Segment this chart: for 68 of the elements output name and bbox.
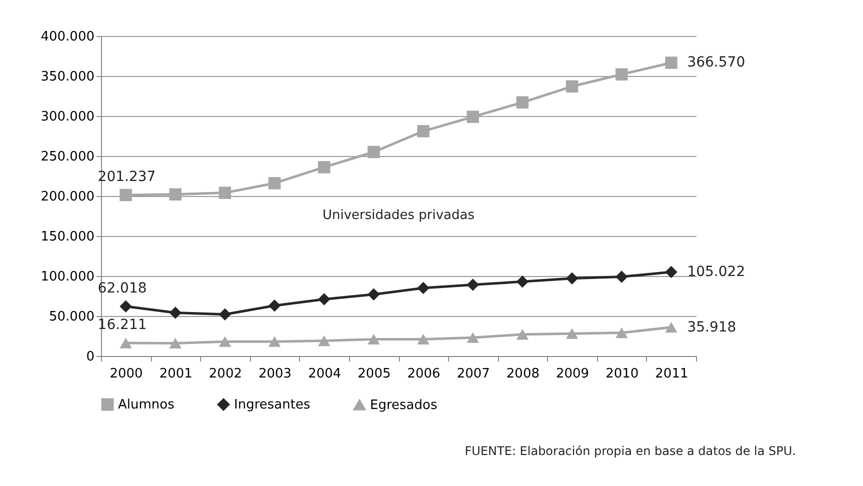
legend-label: Alumnos (118, 398, 175, 413)
point (665, 266, 678, 278)
point (318, 161, 330, 174)
y-tick-label: 100.000 (40, 270, 94, 284)
x-tick-label: 2003 (258, 366, 292, 382)
point (466, 110, 479, 123)
y-tick-label: 150.000 (40, 230, 94, 244)
point (368, 334, 380, 345)
point (218, 308, 232, 321)
point (268, 336, 281, 347)
point (616, 327, 628, 338)
legend-label: Egresados (370, 398, 438, 413)
legend-label: Ingresantes (234, 398, 310, 413)
point (268, 177, 281, 190)
data-label: 35.918 (687, 319, 736, 336)
point (566, 272, 578, 285)
point (318, 293, 330, 306)
y-tick-label: 200.000 (40, 190, 94, 204)
point (268, 299, 281, 312)
source-note: FUENTE: Elaboración propia en base a datos de la SPU. (464, 444, 796, 458)
data-label: 366.570 (687, 54, 746, 71)
point (120, 300, 132, 313)
y-tick-label: 250.000 (40, 150, 94, 164)
data-label: 201.237 (98, 169, 156, 186)
x-tick-label: 2010 (606, 366, 639, 382)
x-tick-label: 2000 (110, 366, 143, 382)
point (616, 270, 628, 283)
point (417, 125, 430, 138)
annotation: Universidades privadas (322, 208, 475, 224)
point (566, 80, 578, 93)
x-tick-label: 2011 (655, 366, 688, 382)
y-tick-label: 0 (86, 350, 94, 364)
point (417, 282, 430, 294)
point (466, 278, 479, 291)
point (516, 96, 529, 109)
point (368, 288, 380, 301)
point (120, 188, 132, 202)
point (169, 188, 182, 201)
point (169, 306, 182, 319)
point (318, 335, 330, 346)
point (616, 68, 628, 81)
point (218, 186, 232, 199)
x-tick-label: 2008 (506, 366, 540, 382)
x-tick-label: 2006 (407, 366, 440, 382)
y-tick-label: 300.000 (40, 110, 94, 124)
point (120, 338, 132, 348)
point (665, 322, 678, 333)
point (466, 332, 479, 343)
point (516, 329, 529, 340)
point (169, 338, 182, 349)
point (566, 328, 578, 339)
x-tick-label: 2004 (308, 366, 342, 382)
x-tick-label: 2009 (556, 366, 590, 382)
x-tick-label: 2002 (208, 366, 242, 382)
y-tick-label: 400.000 (40, 30, 94, 44)
point (218, 336, 232, 347)
x-tick-label: 2001 (159, 366, 192, 382)
y-tick-label: 350.000 (40, 70, 94, 84)
point (665, 56, 678, 69)
y-tick-label: 50.000 (49, 310, 94, 324)
x-tick-label: 2007 (456, 366, 490, 382)
point (368, 146, 380, 158)
x-tick-label: 2005 (358, 366, 391, 382)
point (516, 275, 529, 288)
data-label: 105.022 (687, 264, 746, 280)
data-label: 16.211 (98, 317, 147, 334)
data-label: 62.018 (98, 280, 147, 296)
point (417, 334, 430, 345)
